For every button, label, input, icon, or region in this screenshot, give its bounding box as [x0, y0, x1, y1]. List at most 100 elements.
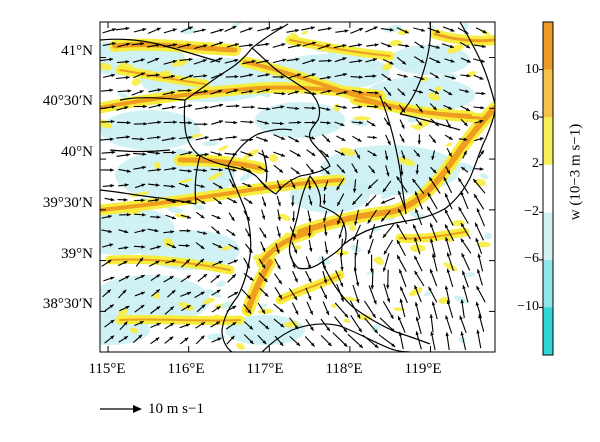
boundary-line	[251, 23, 289, 49]
wind-arrow-head	[358, 59, 363, 63]
wind-arrow-head	[139, 257, 143, 262]
wind-arrow-head	[382, 233, 387, 238]
updraft-speck	[208, 172, 223, 181]
wind-arrow-head	[262, 234, 267, 238]
wind-arrow-head	[261, 215, 266, 220]
wind-arrow-head	[325, 153, 329, 158]
wind-arrow-head	[432, 106, 437, 111]
wind-arrow-head	[429, 269, 434, 273]
wind-arrow-head	[297, 43, 301, 48]
wind-arrow-head	[262, 247, 266, 252]
updraft-core	[289, 39, 391, 57]
wind-arrow-head	[322, 265, 327, 270]
wind-arrow-head	[171, 74, 175, 79]
wind-arrow-head	[277, 202, 281, 207]
wind-arrow-head	[110, 276, 115, 280]
wind-arrow-head	[458, 177, 462, 182]
wind-arrow-head	[232, 305, 237, 310]
wind-arrow-head	[381, 200, 385, 204]
updraft-speck	[100, 63, 113, 71]
updraft-speck	[445, 142, 453, 147]
boundary-line	[321, 261, 431, 345]
wind-arrow-head	[157, 120, 162, 125]
wind-arrow-head	[276, 249, 280, 254]
downdraft-speck	[239, 172, 254, 182]
wind-arrow-head	[184, 337, 189, 342]
wind-arrow-head	[443, 176, 447, 181]
updraft-speck	[435, 86, 442, 92]
wind-arrow-head	[200, 258, 204, 263]
wind-arrow-head	[373, 26, 378, 30]
updraft-speck	[284, 321, 299, 328]
wind-arrow-head	[431, 301, 436, 306]
wind-arrow-head	[265, 42, 270, 46]
downdraft-speck	[406, 62, 418, 70]
wind-arrow-head	[448, 152, 452, 157]
wind-arrow-head	[292, 233, 296, 238]
downdraft-speck	[371, 324, 381, 332]
updraft-speck	[476, 241, 491, 248]
wind-arrow-head	[156, 215, 161, 219]
wind-arrow-head	[325, 311, 329, 315]
downdraft-speck	[453, 295, 468, 304]
wind-arrow-head	[219, 103, 224, 108]
wind-arrow-head	[398, 208, 402, 213]
wind-arrow-head	[296, 342, 300, 346]
wind-arrow-head	[310, 342, 315, 347]
wind-arrow-head	[429, 314, 434, 318]
wind-arrow-head	[266, 107, 271, 111]
downdraft-speck	[409, 83, 418, 88]
wind-arrow-head	[463, 122, 468, 126]
wind-arrow-head	[448, 91, 453, 95]
wind-arrow-head	[448, 106, 453, 110]
wind-arrow-head	[142, 213, 146, 217]
wind-arrow-head	[397, 240, 401, 245]
wind-arrow-head	[312, 91, 317, 96]
wind-arrow-head	[172, 244, 177, 248]
wind-arrow-head	[125, 275, 130, 280]
axis-ticks	[100, 22, 495, 352]
wind-arrow-head	[218, 57, 223, 61]
wind-arrow-head	[123, 261, 128, 265]
wind-arrow-head	[396, 224, 400, 228]
wind-arrow-head	[142, 152, 147, 156]
wind-arrow-head	[310, 326, 314, 331]
wind-arrow-head	[173, 120, 177, 124]
updraft-speck	[243, 149, 259, 159]
wind-arrow-head	[172, 28, 177, 32]
wind-arrow-head	[124, 106, 129, 110]
wind-arrow-head	[265, 325, 269, 330]
wind-arrow-head	[279, 169, 283, 173]
colorbar-segment	[543, 22, 553, 70]
wind-arrow-head	[296, 153, 301, 157]
wind-arrow-head	[354, 169, 358, 173]
wind-arrow-head	[294, 278, 298, 283]
wind-arrow-head	[311, 73, 316, 77]
updraft-speck	[415, 119, 432, 128]
wind-arrow-head	[436, 29, 440, 33]
wind-arrow-head	[203, 122, 208, 126]
wind-arrow-head	[372, 313, 376, 318]
wind-arrow-head	[400, 286, 404, 291]
wind-arrow-head	[251, 105, 255, 109]
updraft-speck	[257, 308, 273, 315]
wind-arrow-head	[278, 185, 282, 190]
wind-arrow-head	[124, 229, 129, 234]
wind-arrow-head	[482, 44, 486, 48]
wind-arrow-head	[476, 329, 480, 334]
wind-arrow-head	[188, 121, 192, 125]
colorbar-segment	[543, 164, 553, 213]
updraft-speck	[356, 314, 373, 321]
wind-arrow-head	[337, 220, 341, 225]
wind-arrow-head	[201, 200, 206, 204]
updraft-speck	[393, 307, 405, 312]
boundary-line	[119, 97, 186, 101]
downdraft-speck	[181, 174, 191, 180]
wind-arrow-head	[398, 331, 403, 336]
wind-arrow-head	[371, 122, 376, 127]
wind-arrow-head	[170, 91, 175, 95]
wind-arrow-head	[262, 202, 267, 207]
wind-arrow-head	[374, 43, 379, 47]
updraft-speck	[269, 154, 279, 162]
